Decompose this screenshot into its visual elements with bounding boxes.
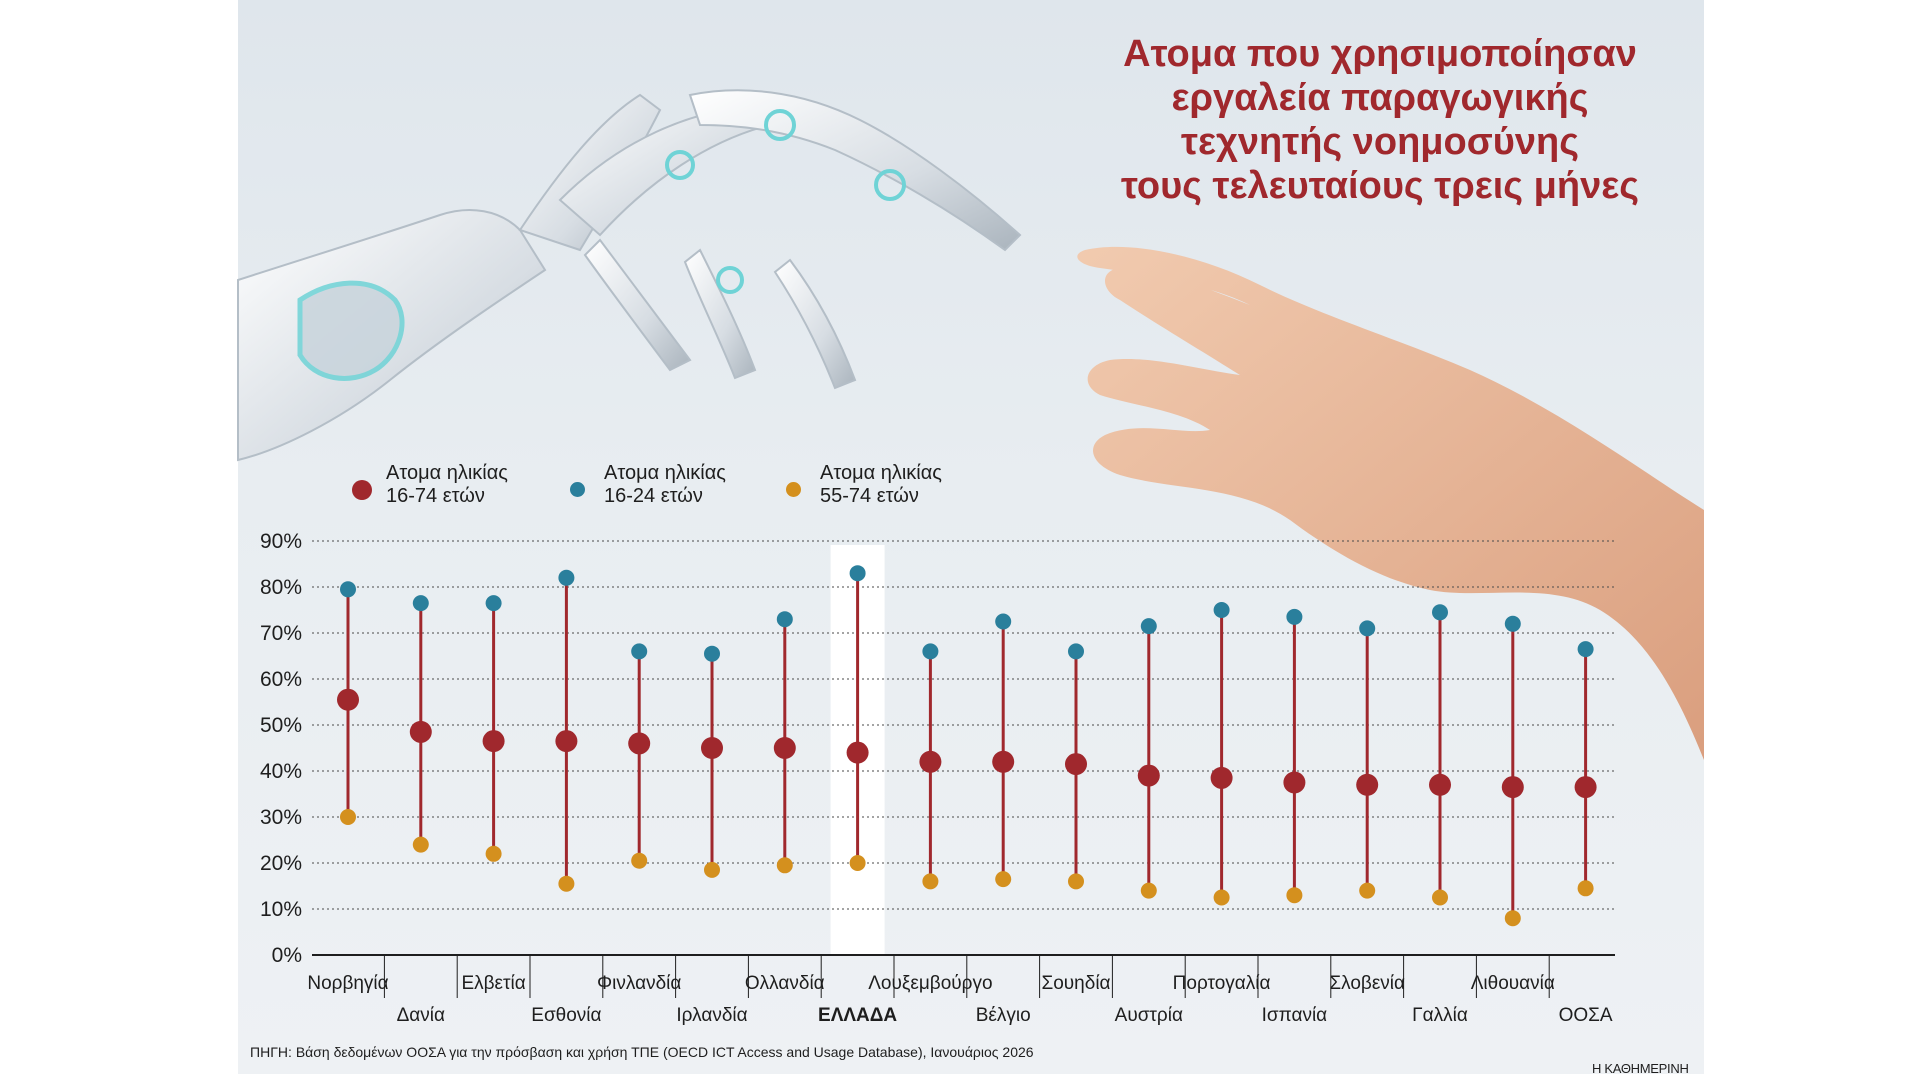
point-55-74 [412,836,429,853]
point-16-74 [992,750,1015,773]
x-category-label: Λουξεμβούργο [868,973,992,994]
point-16-24 [485,595,502,612]
point-16-74 [628,732,651,755]
title-line: τεχνητής νοημοσύνης [1181,121,1579,163]
point-16-24 [849,565,866,582]
y-tick-label: 50% [260,714,302,737]
point-16-74 [701,737,723,759]
x-category-label: ΟΟΣΑ [1559,1005,1613,1026]
y-tick-label: 70% [260,622,302,645]
point-55-74 [1068,873,1084,890]
point-16-74 [1501,776,1524,799]
point-16-74 [1574,776,1597,799]
point-16-24 [412,595,429,612]
point-55-74 [485,845,502,862]
point-16-74 [1210,766,1233,789]
legend-label: Ατομα ηλικίας 16-24 ετών [604,462,726,507]
point-55-74 [558,875,575,892]
point-16-74 [846,741,869,764]
point-16-74 [1283,771,1306,794]
point-55-74 [995,871,1012,888]
x-category-label: Σλοβενία [1329,973,1405,994]
point-55-74 [1504,910,1521,927]
point-16-74 [773,737,796,759]
legend-label: Ατομα ηλικίας 55-74 ετών [820,462,942,507]
x-category-label: Δανία [397,1005,445,1026]
point-16-24 [922,643,939,660]
point-16-24 [340,581,356,598]
point-55-74 [1286,887,1303,904]
title-line: τους τελευταίους τρεις μήνες [1120,165,1640,207]
point-16-24 [1577,641,1594,658]
point-16-24 [1504,615,1521,632]
legend-dot [786,482,801,497]
point-55-74 [340,809,356,825]
point-55-74 [849,855,866,871]
x-category-label: Πορτογαλία [1173,973,1271,994]
source-note: ΠΗΓΗ: Βάση δεδομένων ΟΟΣΑ για την πρόσβα… [250,1044,1034,1060]
point-16-74 [409,720,432,743]
x-category-label: Ιρλανδία [676,1005,747,1026]
point-16-24 [1068,643,1084,660]
point-55-74 [1359,882,1376,899]
point-16-74 [1137,764,1160,787]
x-category-label: Αυστρία [1115,1005,1183,1026]
x-category-label: Λιθουανία [1471,973,1555,994]
x-category-label: Ισπανία [1262,1005,1328,1026]
x-category-label: Ολλανδία [745,973,825,994]
point-55-74 [1432,889,1448,906]
x-category-label: ΕΛΛΑΔΑ [818,1005,897,1026]
y-tick-label: 30% [260,806,302,829]
point-16-24 [1140,618,1157,635]
title-line: Ατομα που χρησιμοποίησαν [1123,33,1637,75]
x-category-label: Ελβετία [461,973,525,994]
x-category-label: Γαλλία [1412,1005,1468,1026]
point-16-74 [1065,753,1087,776]
point-55-74 [1577,880,1594,897]
point-16-24 [1432,604,1448,621]
x-category-label: Βέλγιο [976,1005,1031,1026]
brand-label: Η ΚΑΘΗΜΕΡΙΝΗ [1592,1061,1689,1076]
point-16-24 [1213,602,1230,618]
point-16-74 [919,750,942,773]
point-16-24 [776,611,793,628]
legend-dot [570,482,585,497]
point-16-24 [995,613,1012,630]
point-16-74 [337,688,359,711]
point-55-74 [776,857,793,874]
point-16-24 [1286,608,1303,625]
y-tick-label: 60% [260,668,302,691]
point-55-74 [1213,889,1230,906]
chart-title: Ατομα που χρησιμοποίησαν εργαλεία παραγω… [1050,32,1710,208]
y-tick-label: 20% [260,852,302,875]
y-tick-label: 40% [260,760,302,783]
point-55-74 [631,852,648,869]
x-category-label: Φινλανδία [597,973,681,994]
point-16-74 [1429,773,1451,796]
y-tick-label: 0% [272,944,302,967]
x-category-label: Σουηδία [1041,973,1110,994]
point-16-74 [1356,773,1379,796]
point-55-74 [922,873,939,890]
point-16-24 [631,643,648,660]
point-55-74 [704,861,720,878]
x-category-label: Νορβηγία [307,973,388,994]
legend-dot [352,480,372,500]
point-16-24 [704,645,720,662]
point-16-74 [555,730,578,753]
y-tick-label: 80% [260,576,302,599]
point-16-74 [482,730,505,753]
legend-label: Ατομα ηλικίας 16-74 ετών [386,462,508,507]
human-hand-icon [1077,246,1704,760]
point-55-74 [1140,882,1157,899]
title-line: εργαλεία παραγωγικής [1171,77,1589,119]
point-16-24 [1359,620,1376,637]
y-tick-label: 90% [260,530,302,553]
y-tick-label: 10% [260,898,302,921]
point-16-24 [558,569,575,586]
robot-hand-icon [237,89,1022,462]
x-category-label: Εσθονία [531,1005,601,1026]
